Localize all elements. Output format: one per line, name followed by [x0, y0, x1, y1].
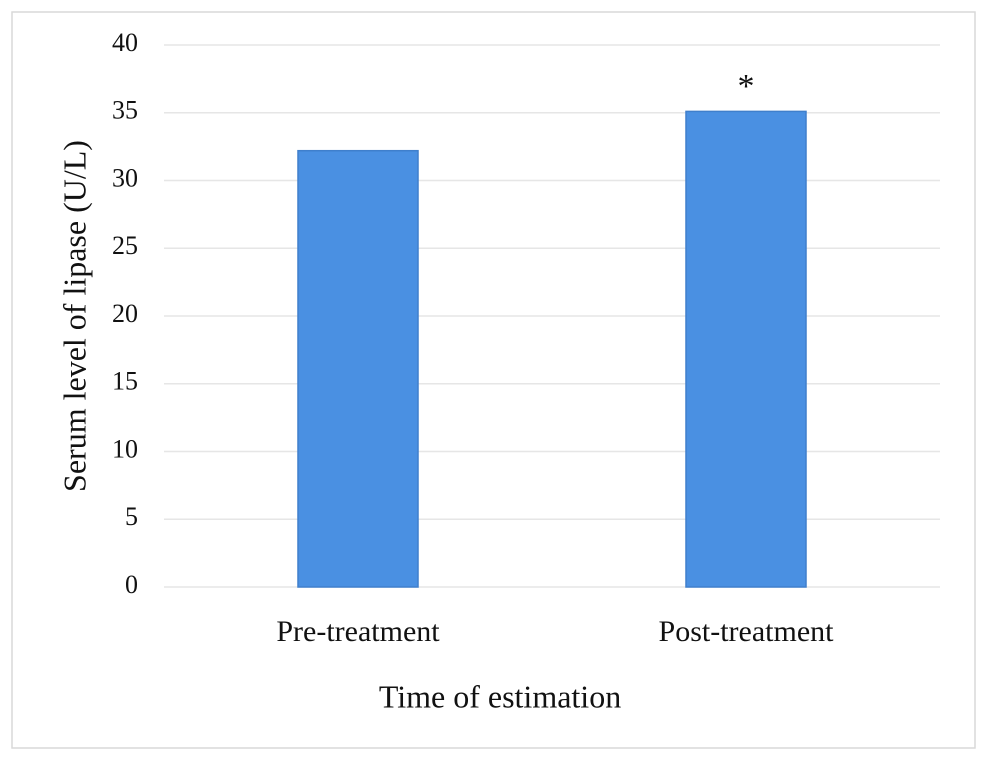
y-tick-label: 25 [112, 231, 138, 260]
chart-frame [11, 11, 976, 749]
annotation: * [738, 68, 755, 105]
y-tick-label: 10 [112, 434, 138, 463]
x-tick-label: Pre-treatment [276, 615, 440, 648]
y-tick-label: 30 [112, 163, 138, 192]
y-axis-title: Serum level of lipase (U/L) [56, 140, 92, 492]
y-tick-label: 0 [125, 570, 138, 599]
bar [297, 149, 419, 588]
x-tick-label: Post-treatment [659, 615, 835, 648]
bar [685, 110, 807, 588]
y-tick-label: 15 [112, 367, 138, 396]
y-tick-label: 35 [112, 96, 138, 125]
x-axis-title: Time of estimation [379, 678, 621, 714]
y-tick-label: 5 [125, 502, 138, 531]
y-tick-label: 20 [112, 299, 138, 328]
y-tick-label: 40 [112, 28, 138, 57]
